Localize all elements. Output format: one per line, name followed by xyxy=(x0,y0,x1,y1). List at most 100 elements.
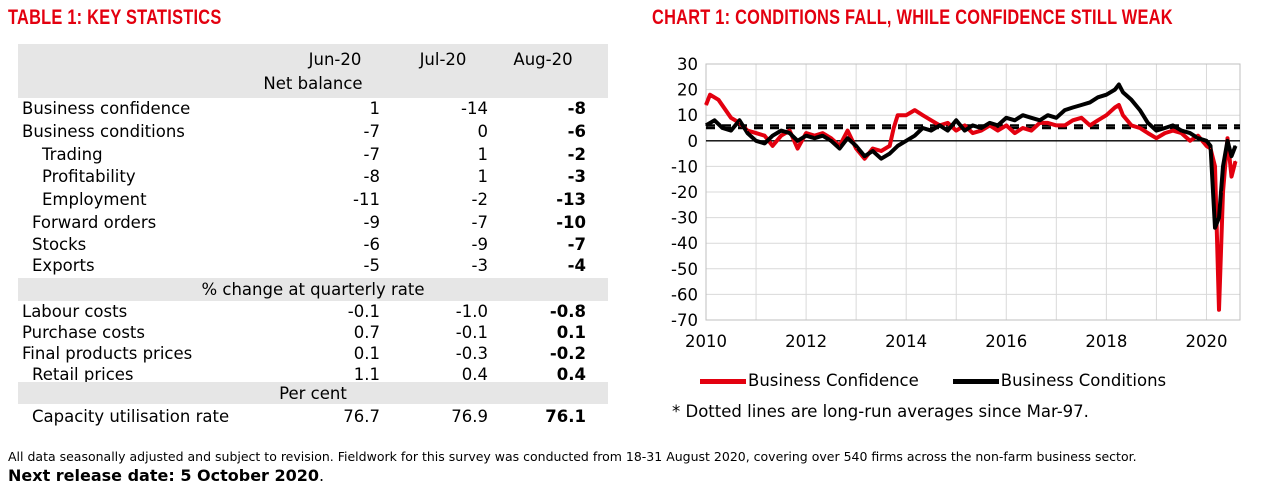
data-point xyxy=(1064,109,1066,111)
data-point xyxy=(1080,117,1082,119)
column-header: Jul-20 xyxy=(419,50,467,69)
data-point xyxy=(964,129,966,132)
row-value: -7 xyxy=(363,145,380,164)
table-row: Exports -5 -3 -4 xyxy=(18,255,608,277)
data-point xyxy=(1180,132,1183,134)
data-point xyxy=(1205,140,1208,142)
row-value: 1 xyxy=(477,145,489,164)
data-point xyxy=(847,129,849,132)
data-point xyxy=(788,129,791,132)
row-value: -4 xyxy=(567,256,586,275)
data-point xyxy=(1234,145,1237,147)
y-tick-label: -60 xyxy=(671,285,698,304)
data-point xyxy=(1218,217,1220,219)
data-point xyxy=(1226,140,1229,142)
data-point xyxy=(1089,124,1091,127)
data-point xyxy=(822,132,824,134)
x-tick-label: 2014 xyxy=(885,332,927,351)
plot-frame xyxy=(705,63,1241,321)
data-point xyxy=(839,147,841,150)
data-point xyxy=(880,158,882,160)
data-point xyxy=(1164,127,1166,129)
row-label: Business conditions xyxy=(22,122,185,141)
row-value: 1 xyxy=(369,99,381,118)
x-tick-label: 2020 xyxy=(1185,332,1227,351)
table-row: Business conditions -7 0 -6 xyxy=(18,121,608,143)
y-tick-label: -70 xyxy=(671,311,698,330)
data-point xyxy=(796,147,799,150)
data-point xyxy=(1209,147,1212,150)
data-point xyxy=(955,119,957,121)
data-point xyxy=(705,104,707,106)
data-point xyxy=(1014,119,1016,121)
y-tick-label: -50 xyxy=(671,260,698,279)
row-value: 0.4 xyxy=(556,365,586,384)
data-point xyxy=(1226,137,1229,139)
legend-swatch xyxy=(700,379,746,384)
row-value: -10 xyxy=(556,213,586,232)
data-point xyxy=(1080,104,1082,106)
data-point xyxy=(1022,114,1024,116)
data-point xyxy=(1230,176,1233,178)
row-label: Stocks xyxy=(32,235,87,254)
row-value: 0 xyxy=(477,122,489,141)
row-value: -3 xyxy=(567,167,586,186)
data-point xyxy=(980,127,982,129)
data-point xyxy=(1097,119,1099,121)
y-tick-label: -20 xyxy=(671,183,698,202)
data-point xyxy=(864,158,866,160)
data-point xyxy=(1064,124,1066,127)
y-tick-label: -30 xyxy=(671,209,698,228)
y-tick-label: 30 xyxy=(677,55,698,74)
data-point xyxy=(713,119,716,121)
data-point xyxy=(847,137,849,139)
row-value: -0.1 xyxy=(455,323,488,342)
row-value: 76.9 xyxy=(451,407,488,426)
table-title: TABLE 1: KEY STATISTICS xyxy=(8,6,222,29)
row-value: -6 xyxy=(363,235,380,254)
data-point xyxy=(1147,132,1149,134)
data-point xyxy=(763,135,766,137)
y-tick-label: 10 xyxy=(677,106,698,125)
data-point xyxy=(805,135,807,137)
data-point xyxy=(763,142,766,144)
data-point xyxy=(997,124,999,127)
row-value: -14 xyxy=(461,99,488,118)
legend-label: Business Conditions xyxy=(1000,371,1167,390)
data-point xyxy=(755,140,757,142)
data-point xyxy=(1205,145,1208,147)
row-value: -0.3 xyxy=(455,344,488,363)
data-point xyxy=(1147,122,1149,124)
row-value: -9 xyxy=(471,235,488,254)
row-value: -13 xyxy=(556,190,586,209)
data-point xyxy=(914,135,916,137)
section-header: % change at quarterly rate xyxy=(201,280,425,299)
data-point xyxy=(1089,101,1091,103)
data-point xyxy=(1097,96,1099,98)
data-point xyxy=(1005,117,1007,119)
x-tick-label: 2016 xyxy=(985,332,1027,351)
data-point xyxy=(717,99,720,101)
data-point xyxy=(1047,122,1049,124)
data-point xyxy=(930,129,932,132)
data-point xyxy=(709,94,711,96)
row-value: -1.0 xyxy=(455,302,488,321)
data-point xyxy=(930,119,932,121)
data-point xyxy=(730,129,732,132)
row-label: Labour costs xyxy=(22,302,128,321)
row-label: Profitability xyxy=(42,167,136,186)
table-row: Labour costs -0.1 -1.0 -0.8 xyxy=(18,301,608,323)
row-value: 1.1 xyxy=(353,365,380,384)
data-point xyxy=(897,114,899,116)
data-point xyxy=(947,129,949,132)
data-point xyxy=(1139,109,1141,111)
data-point xyxy=(905,140,907,142)
data-point xyxy=(972,124,974,127)
x-tick-label: 2018 xyxy=(1085,332,1127,351)
data-point xyxy=(1114,106,1116,109)
data-point xyxy=(1189,140,1191,142)
table-header-band xyxy=(18,44,608,98)
row-value: -2 xyxy=(567,145,586,164)
data-point xyxy=(771,135,774,137)
data-point xyxy=(997,129,999,132)
